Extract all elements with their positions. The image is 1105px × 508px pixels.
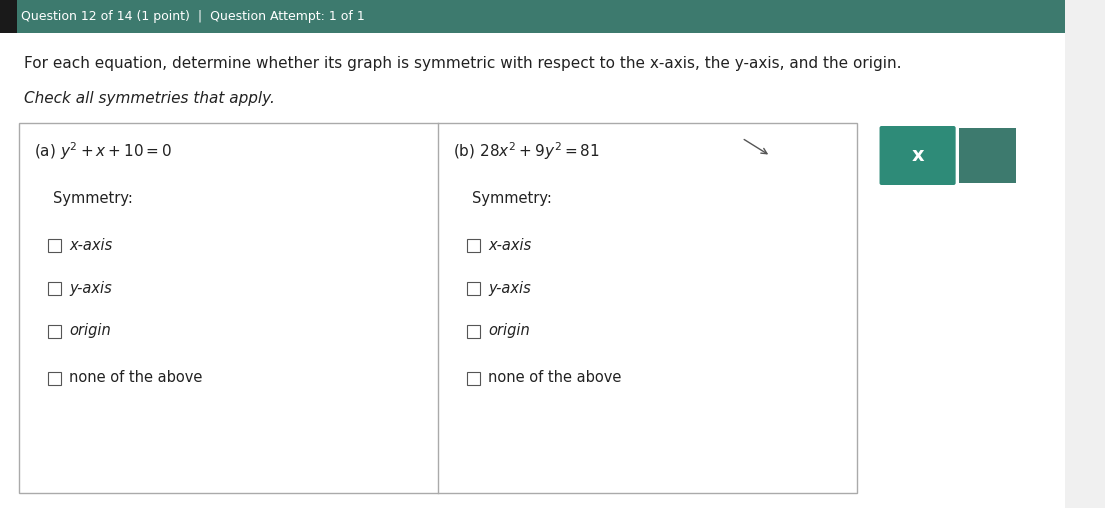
Text: origin: origin — [70, 324, 112, 338]
Text: y-axis: y-axis — [70, 280, 112, 296]
Text: Symmetry:: Symmetry: — [472, 190, 551, 206]
FancyBboxPatch shape — [467, 325, 480, 337]
Text: x-axis: x-axis — [488, 238, 532, 252]
Text: x-axis: x-axis — [70, 238, 113, 252]
Text: none of the above: none of the above — [70, 370, 202, 386]
FancyBboxPatch shape — [49, 238, 61, 251]
FancyBboxPatch shape — [958, 128, 1017, 183]
FancyBboxPatch shape — [880, 126, 956, 185]
FancyBboxPatch shape — [0, 33, 1064, 508]
FancyBboxPatch shape — [19, 123, 857, 493]
FancyBboxPatch shape — [467, 281, 480, 295]
Text: Question 12 of 14 (1 point)  |  Question Attempt: 1 of 1: Question 12 of 14 (1 point) | Question A… — [21, 10, 365, 23]
FancyBboxPatch shape — [467, 371, 480, 385]
FancyBboxPatch shape — [0, 0, 18, 33]
Text: (a) $y^2 + x + 10 = 0$: (a) $y^2 + x + 10 = 0$ — [34, 140, 172, 162]
Text: Symmetry:: Symmetry: — [53, 190, 133, 206]
Text: (b) $28x^2 + 9y^2 = 81$: (b) $28x^2 + 9y^2 = 81$ — [453, 140, 600, 162]
FancyBboxPatch shape — [49, 281, 61, 295]
Text: For each equation, determine whether its graph is symmetric with respect to the : For each equation, determine whether its… — [24, 55, 902, 71]
Text: Check all symmetries that apply.: Check all symmetries that apply. — [24, 90, 275, 106]
Text: origin: origin — [488, 324, 530, 338]
FancyBboxPatch shape — [0, 0, 1064, 33]
FancyBboxPatch shape — [467, 238, 480, 251]
Text: x: x — [912, 146, 924, 165]
FancyBboxPatch shape — [49, 325, 61, 337]
Text: y-axis: y-axis — [488, 280, 532, 296]
FancyBboxPatch shape — [49, 371, 61, 385]
Text: none of the above: none of the above — [488, 370, 622, 386]
